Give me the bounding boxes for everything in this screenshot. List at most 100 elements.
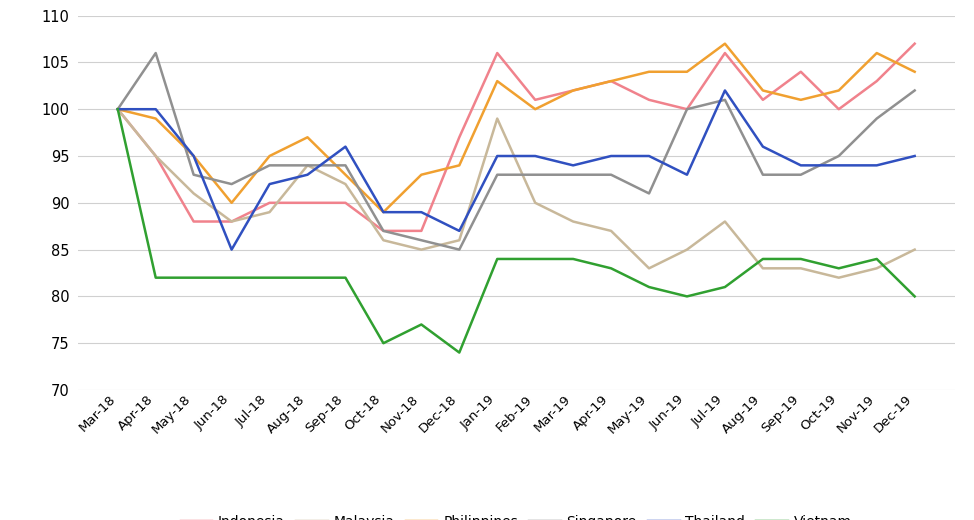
Vietnam xyxy=(112,106,124,112)
Singapore xyxy=(909,87,920,94)
Vietnam xyxy=(719,284,730,290)
Philippines xyxy=(226,200,238,206)
Thailand xyxy=(188,153,200,159)
Malaysia xyxy=(529,200,541,206)
Philippines xyxy=(719,41,730,47)
Thailand xyxy=(833,162,844,168)
Malaysia xyxy=(643,265,655,271)
Malaysia xyxy=(416,246,428,253)
Philippines xyxy=(567,87,579,94)
Thailand xyxy=(340,144,352,150)
Indonesia xyxy=(795,69,806,75)
Indonesia xyxy=(643,97,655,103)
Singapore xyxy=(757,172,768,178)
Indonesia xyxy=(605,78,617,84)
Malaysia xyxy=(681,246,693,253)
Indonesia xyxy=(454,134,466,140)
Vietnam xyxy=(264,275,276,281)
Malaysia xyxy=(378,237,390,243)
Singapore xyxy=(492,172,504,178)
Singapore xyxy=(264,162,276,168)
Malaysia xyxy=(795,265,806,271)
Philippines xyxy=(681,69,693,75)
Singapore xyxy=(605,172,617,178)
Philippines xyxy=(416,172,428,178)
Thailand xyxy=(605,153,617,159)
Indonesia xyxy=(492,50,504,56)
Philippines xyxy=(909,69,920,75)
Malaysia xyxy=(492,115,504,122)
Singapore xyxy=(529,172,541,178)
Line: Thailand: Thailand xyxy=(118,90,915,250)
Vietnam xyxy=(150,275,162,281)
Philippines xyxy=(757,87,768,94)
Singapore xyxy=(833,153,844,159)
Philippines xyxy=(188,153,200,159)
Singapore xyxy=(302,162,314,168)
Indonesia xyxy=(378,228,390,234)
Philippines xyxy=(833,87,844,94)
Thailand xyxy=(264,181,276,187)
Thailand xyxy=(681,172,693,178)
Philippines xyxy=(795,97,806,103)
Singapore xyxy=(416,237,428,243)
Vietnam xyxy=(492,256,504,262)
Singapore xyxy=(719,97,730,103)
Indonesia xyxy=(681,106,693,112)
Thailand xyxy=(871,162,882,168)
Indonesia xyxy=(871,78,882,84)
Thailand xyxy=(567,162,579,168)
Singapore xyxy=(871,115,882,122)
Thailand xyxy=(302,172,314,178)
Thailand xyxy=(529,153,541,159)
Indonesia xyxy=(112,106,124,112)
Philippines xyxy=(302,134,314,140)
Vietnam xyxy=(681,293,693,300)
Philippines xyxy=(340,172,352,178)
Malaysia xyxy=(188,190,200,197)
Singapore xyxy=(150,50,162,56)
Philippines xyxy=(492,78,504,84)
Philippines xyxy=(871,50,882,56)
Philippines xyxy=(605,78,617,84)
Vietnam xyxy=(795,256,806,262)
Thailand xyxy=(492,153,504,159)
Thailand xyxy=(757,144,768,150)
Vietnam xyxy=(416,321,428,328)
Line: Malaysia: Malaysia xyxy=(118,109,915,278)
Indonesia xyxy=(302,200,314,206)
Philippines xyxy=(529,106,541,112)
Singapore xyxy=(188,172,200,178)
Legend: Indonesia, Malaysia, Philippines, Singapore, Thailand, Vietnam: Indonesia, Malaysia, Philippines, Singap… xyxy=(175,509,857,520)
Philippines xyxy=(454,162,466,168)
Indonesia xyxy=(150,153,162,159)
Thailand xyxy=(454,228,466,234)
Vietnam xyxy=(226,275,238,281)
Vietnam xyxy=(909,293,920,300)
Indonesia xyxy=(719,50,730,56)
Vietnam xyxy=(454,349,466,356)
Philippines xyxy=(643,69,655,75)
Indonesia xyxy=(416,228,428,234)
Singapore xyxy=(681,106,693,112)
Vietnam xyxy=(567,256,579,262)
Malaysia xyxy=(909,246,920,253)
Indonesia xyxy=(529,97,541,103)
Indonesia xyxy=(833,106,844,112)
Malaysia xyxy=(871,265,882,271)
Indonesia xyxy=(567,87,579,94)
Singapore xyxy=(643,190,655,197)
Thailand xyxy=(719,87,730,94)
Thailand xyxy=(112,106,124,112)
Vietnam xyxy=(302,275,314,281)
Singapore xyxy=(454,246,466,253)
Singapore xyxy=(378,228,390,234)
Vietnam xyxy=(340,275,352,281)
Thailand xyxy=(643,153,655,159)
Singapore xyxy=(340,162,352,168)
Vietnam xyxy=(643,284,655,290)
Vietnam xyxy=(378,340,390,346)
Malaysia xyxy=(340,181,352,187)
Malaysia xyxy=(757,265,768,271)
Thailand xyxy=(378,209,390,215)
